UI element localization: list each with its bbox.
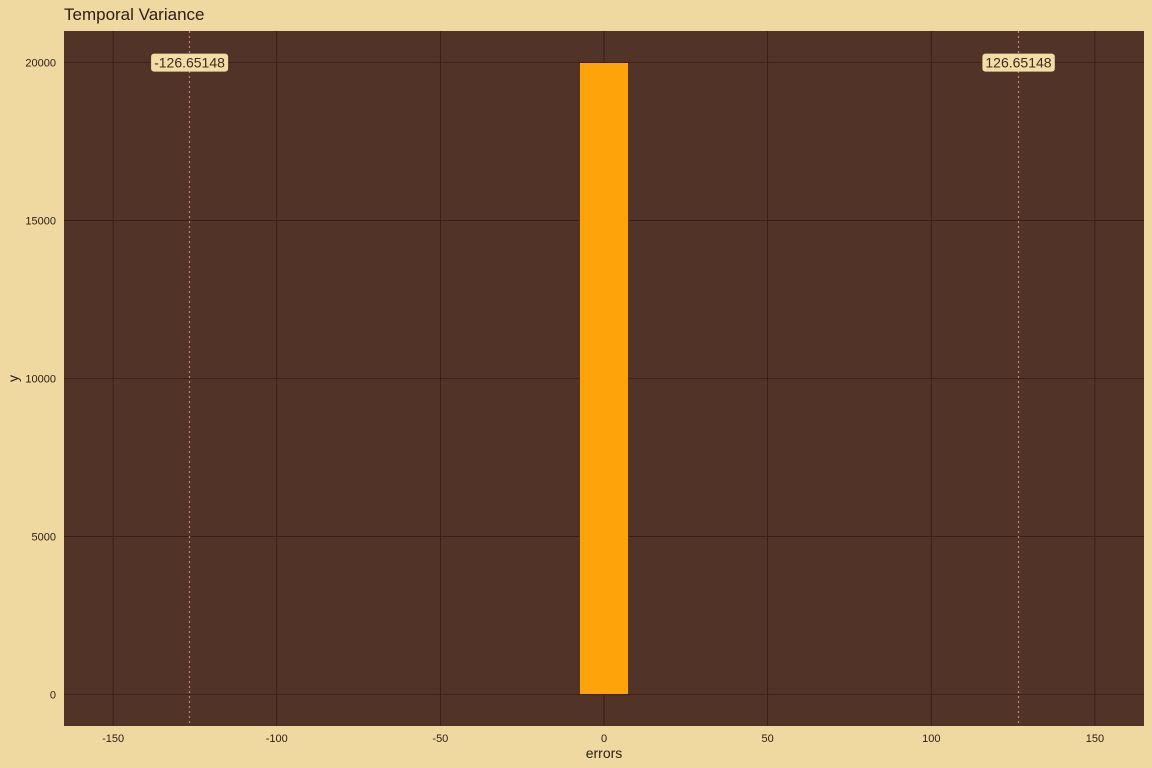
x-tick-label: 100 [922,733,940,745]
y-tick-label: 15000 [25,216,56,228]
x-tick-label: 0 [601,733,607,745]
y-axis-label: y [5,375,21,382]
x-tick-label: 150 [1086,733,1104,745]
x-tick-label: -100 [266,733,288,745]
y-tick-labels: 0 5000 10000 15000 20000 [25,58,56,702]
x-tick-label: 50 [762,733,774,745]
chart-marks [579,62,629,695]
x-axis-label: errors [586,745,623,761]
x-tick-labels: -150 -100 -50 0 50 100 150 [102,733,1104,745]
y-tick-label: 0 [50,689,56,701]
reference-line-label-box [982,53,1055,72]
y-tick-label: 20000 [25,58,56,70]
histogram-bar [579,62,629,695]
x-tick-label: -50 [432,733,448,745]
reference-line-label-box [151,53,229,72]
y-tick-label: 5000 [32,531,56,543]
grid-lines [64,31,1144,726]
x-tick-label: -150 [102,733,124,745]
reference-line-label: -126.65148 [154,55,225,71]
reference-line-label: 126.65148 [985,55,1051,71]
reference-lines: -126.65148 126.65148 [151,31,1055,726]
y-tick-label: 10000 [25,374,56,386]
chart-title: Temporal Variance [64,5,205,24]
